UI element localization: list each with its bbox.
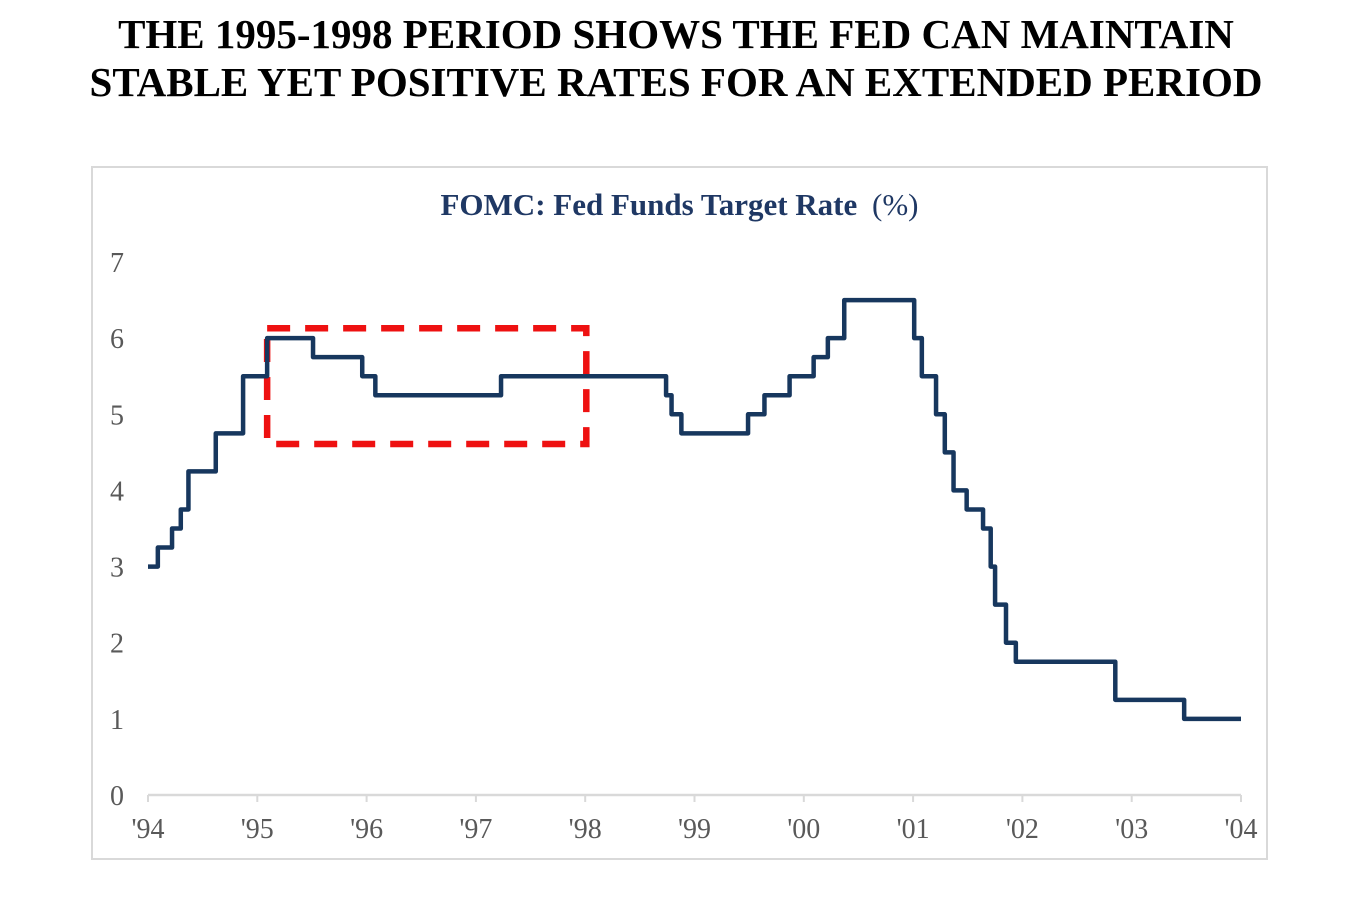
fed-funds-step-chart: '94 '95 '96 '97 '98 '99 '00 '01 '02 '03 '04 0 1 2 3 4 5 6… <box>91 166 1268 860</box>
x-axis-tick-label: '04 <box>1224 814 1257 845</box>
slide-heading-line1: THE 1995-1998 PERIOD SHOWS THE FED CAN M… <box>118 11 1234 57</box>
chart-frame: '94 '95 '96 '97 '98 '99 '00 '01 '02 '03 '04 0 1 2 3 4 5 6… <box>91 166 1268 860</box>
y-axis-tick-label: 1 <box>110 705 124 736</box>
y-axis-tick-label: 7 <box>110 248 124 279</box>
y-axis-tick-label: 4 <box>110 476 124 507</box>
slide-heading-line2: STABLE YET POSITIVE RATES FOR AN EXTENDE… <box>89 59 1263 105</box>
y-axis-tick-label: 0 <box>110 781 124 812</box>
x-axis-tick-label: '03 <box>1115 814 1148 845</box>
plot-border <box>91 166 1268 860</box>
y-axis-tick-label: 3 <box>110 553 124 584</box>
chart-title-unit: (%) <box>872 187 919 222</box>
x-axis-tick-label: '97 <box>459 814 492 845</box>
chart-title-main: FOMC: Fed Funds Target Rate <box>440 187 858 222</box>
y-axis-tick-label: 5 <box>110 400 124 431</box>
slide-heading: THE 1995-1998 PERIOD SHOWS THE FED CAN M… <box>0 10 1352 106</box>
chart-title: FOMC: Fed Funds Target Rate (%) <box>91 187 1268 223</box>
x-axis-tick-label: '02 <box>1006 814 1039 845</box>
x-axis-tick-label: '95 <box>241 814 274 845</box>
x-axis-tick-label: '96 <box>350 814 383 845</box>
highlight-box-1995-1998 <box>263 324 590 448</box>
y-axis-tick-label: 2 <box>110 629 124 660</box>
x-axis-tick-label: '01 <box>897 814 930 845</box>
rate-step-line <box>148 297 1241 722</box>
y-axis-tick-label: 6 <box>110 324 124 355</box>
x-axis-tick-label: '99 <box>678 814 711 845</box>
x-axis-tick-label: '98 <box>569 814 602 845</box>
x-axis-tick-label: '00 <box>787 814 820 845</box>
x-axis-tick-label: '94 <box>131 814 164 845</box>
